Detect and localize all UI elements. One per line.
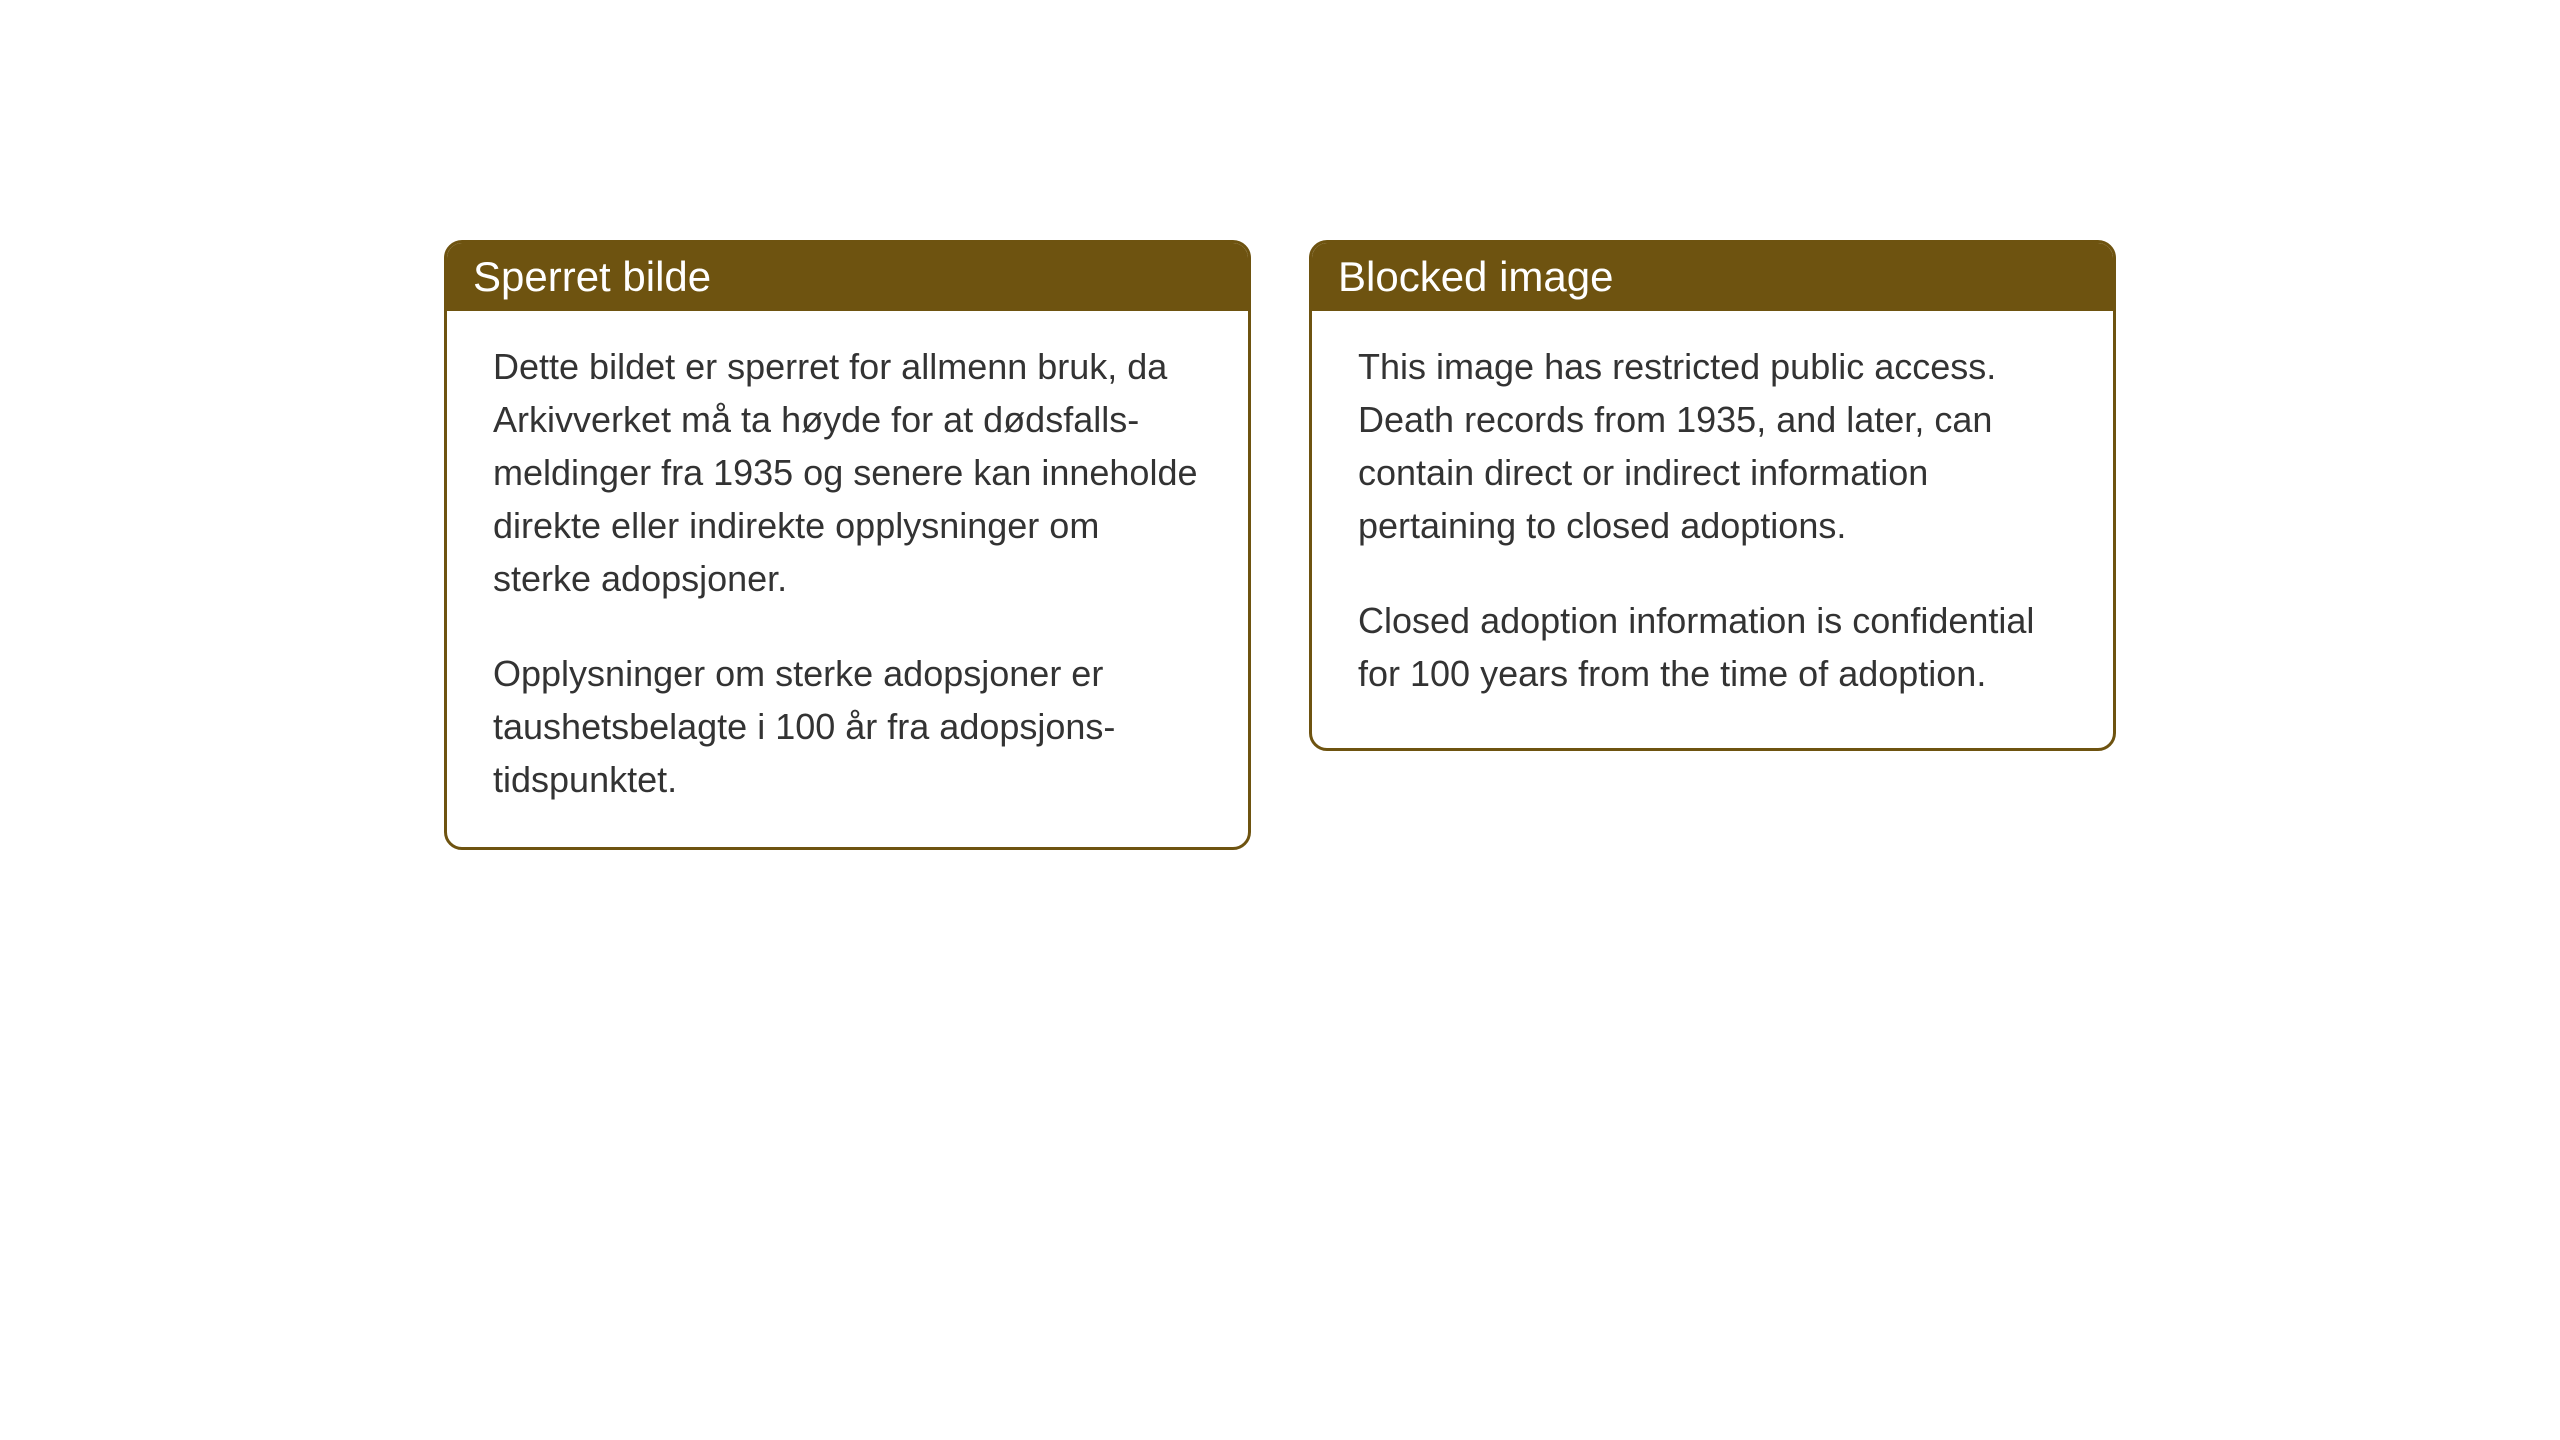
- cards-container: Sperret bilde Dette bildet er sperret fo…: [444, 240, 2116, 850]
- paragraph-2-norwegian: Opplysninger om sterke adopsjoner er tau…: [493, 648, 1202, 807]
- card-norwegian: Sperret bilde Dette bildet er sperret fo…: [444, 240, 1251, 850]
- paragraph-1-norwegian: Dette bildet er sperret for allmenn bruk…: [493, 341, 1202, 606]
- card-body-norwegian: Dette bildet er sperret for allmenn bruk…: [447, 311, 1248, 846]
- card-header-english: Blocked image: [1312, 243, 2113, 311]
- paragraph-2-english: Closed adoption information is confident…: [1358, 595, 2067, 701]
- card-header-norwegian: Sperret bilde: [447, 243, 1248, 311]
- card-body-english: This image has restricted public access.…: [1312, 311, 2113, 740]
- paragraph-1-english: This image has restricted public access.…: [1358, 341, 2067, 553]
- card-english: Blocked image This image has restricted …: [1309, 240, 2116, 751]
